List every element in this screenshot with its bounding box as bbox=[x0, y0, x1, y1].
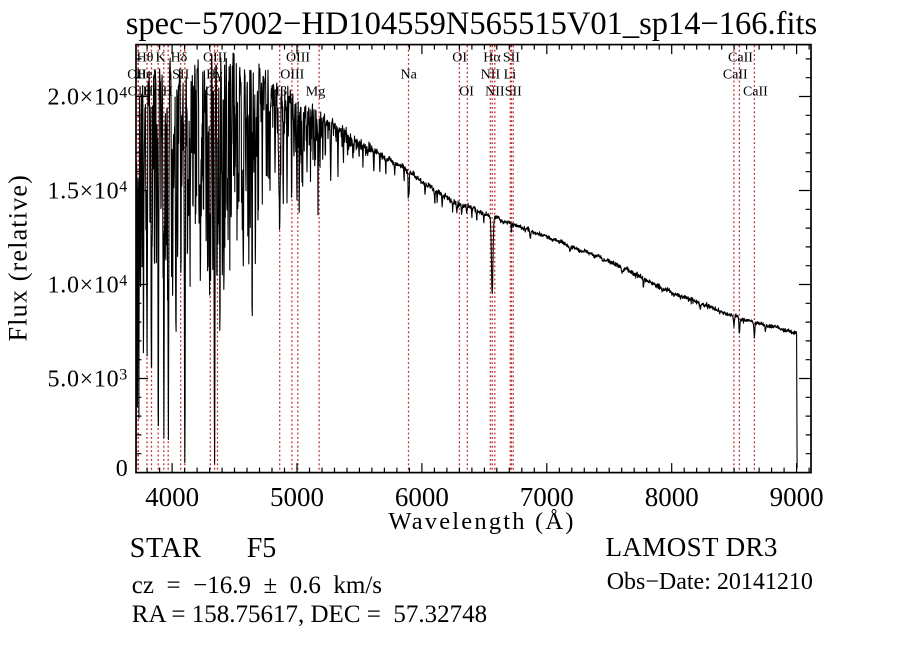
svg-text:OIII: OIII bbox=[280, 68, 304, 83]
svg-text:2.0×104: 2.0×104 bbox=[48, 85, 128, 111]
svg-text:0: 0 bbox=[116, 456, 129, 482]
svg-text:SII: SII bbox=[505, 85, 522, 100]
svg-text:Li: Li bbox=[504, 68, 517, 83]
svg-text:5000: 5000 bbox=[270, 482, 324, 512]
svg-text:CaII: CaII bbox=[728, 51, 753, 66]
svg-text:5.0×103: 5.0×103 bbox=[48, 367, 128, 393]
svg-text:H: H bbox=[163, 85, 173, 100]
svg-text:6000: 6000 bbox=[395, 482, 449, 512]
svg-text:HeI: HeI bbox=[136, 68, 157, 83]
svg-text:K: K bbox=[155, 51, 165, 66]
svg-text:Obs−Date: 20141210: Obs−Date: 20141210 bbox=[607, 569, 813, 595]
svg-text:9000: 9000 bbox=[770, 482, 824, 512]
svg-text:SII: SII bbox=[503, 51, 520, 66]
svg-text:1.0×104: 1.0×104 bbox=[48, 273, 128, 299]
svg-text:Hγ: Hγ bbox=[206, 68, 222, 83]
svg-text:Mg: Mg bbox=[306, 85, 325, 100]
svg-text:Hα: Hα bbox=[483, 51, 501, 66]
svg-text:OII: OII bbox=[128, 85, 148, 100]
svg-text:spec−57002−HD104559N565515V01_: spec−57002−HD104559N565515V01_sp14−166.f… bbox=[126, 6, 817, 42]
svg-text:OI: OI bbox=[459, 85, 474, 100]
svg-text:OII: OII bbox=[127, 68, 147, 83]
svg-text:Hδ: Hδ bbox=[171, 51, 188, 66]
svg-text:7000: 7000 bbox=[520, 482, 574, 512]
svg-text:Na: Na bbox=[401, 68, 418, 83]
svg-text:4000: 4000 bbox=[145, 482, 199, 512]
svg-text:LAMOST DR3: LAMOST DR3 bbox=[606, 532, 778, 562]
svg-text:1.5×104: 1.5×104 bbox=[48, 179, 128, 205]
svg-text:OIII: OIII bbox=[286, 51, 310, 66]
svg-text:OI: OI bbox=[452, 51, 467, 66]
svg-text:F5: F5 bbox=[247, 533, 277, 564]
svg-text:CaII: CaII bbox=[723, 68, 748, 83]
svg-text:CaII: CaII bbox=[743, 85, 768, 100]
svg-text:Wavelength (Å): Wavelength (Å) bbox=[388, 508, 575, 535]
svg-text:8000: 8000 bbox=[645, 482, 699, 512]
svg-text:Hβ: Hβ bbox=[270, 85, 287, 100]
svg-text:cz = −16.9 ± 0.6 km/s: cz = −16.9 ± 0.6 km/s bbox=[132, 572, 382, 599]
svg-text:Flux (relative): Flux (relative) bbox=[4, 174, 33, 341]
svg-text:STAR: STAR bbox=[130, 533, 202, 564]
svg-text:Hη: Hη bbox=[143, 85, 160, 100]
svg-text:Hθ: Hθ bbox=[137, 51, 154, 66]
svg-text:OIII: OIII bbox=[203, 51, 227, 66]
svg-text:RA = 158.75617, DEC = 57.3274: RA = 158.75617, DEC = 57.32748 bbox=[132, 601, 487, 628]
svg-text:SII: SII bbox=[172, 68, 189, 83]
svg-text:NII: NII bbox=[481, 68, 501, 83]
svg-text:NII: NII bbox=[485, 85, 505, 100]
svg-text:G: G bbox=[205, 85, 215, 100]
